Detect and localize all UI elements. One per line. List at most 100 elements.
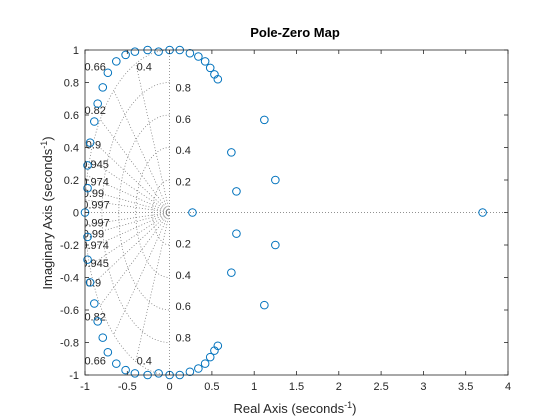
damping-frequency-grid: 0.660.660.40.40.820.820.90.90.9450.9450.… [81, 50, 508, 375]
damping-label: 0.82 [84, 105, 105, 117]
zero-marker [200, 359, 210, 368]
damping-ray [85, 189, 170, 213]
frequency-arc [152, 179, 170, 246]
zero-marker [98, 333, 108, 342]
y-tick-label: 0.6 [64, 110, 79, 122]
zero-marker [185, 367, 195, 377]
damping-label: 0.997 [82, 199, 110, 211]
zero-marker [227, 268, 236, 277]
zero-marker [271, 240, 280, 250]
y-tick-label: 0.4 [64, 143, 79, 155]
frequency-arc [101, 82, 170, 343]
zero-marker [260, 300, 269, 310]
zero-marker [90, 299, 99, 308]
y-axis-label: Imaginary Axis (seconds-1) [39, 136, 55, 289]
zero-marker [200, 57, 210, 66]
frequency-label: 0.6 [176, 114, 191, 126]
frequency-label: 0.6 [176, 301, 191, 313]
x-tick-label: -0.5 [118, 381, 137, 393]
chart-title: Pole-Zero Map [250, 25, 340, 40]
zero-marker [478, 208, 487, 217]
x-tick-label: -1 [80, 381, 90, 393]
frequency-label: 0.8 [176, 332, 191, 344]
damping-ray [93, 212, 170, 284]
y-tick-label: -0.6 [60, 305, 79, 317]
damping-ray [99, 119, 170, 213]
zero-marker [112, 57, 121, 66]
y-axis-label-close: ) [40, 136, 55, 140]
frequency-label: 0.2 [176, 176, 191, 188]
y-tick-label: -0.4 [60, 273, 79, 285]
x-tick-label: 1 [251, 381, 257, 393]
zero-marker [83, 255, 92, 264]
frequency-label: 0.4 [176, 270, 191, 282]
y-tick-label: 0.8 [64, 78, 79, 90]
zero-marker [194, 52, 203, 61]
damping-label: 0.99 [83, 188, 104, 200]
zero-marker [205, 352, 215, 362]
x-axis-label-exponent: -1 [344, 400, 352, 410]
zero-marker [121, 50, 130, 60]
zero-marker [93, 317, 102, 326]
y-tick-label: 0 [73, 208, 79, 220]
zero-marker [213, 341, 223, 351]
y-tick-label: -1 [69, 370, 79, 382]
zero-marker [130, 369, 140, 378]
damping-ray [85, 212, 170, 226]
damping-ray [99, 212, 170, 306]
y-tick-label: -0.2 [60, 240, 79, 252]
zero-marker [93, 99, 102, 108]
y-axis-label-exponent: -1 [39, 141, 49, 149]
zero-marker [112, 359, 121, 368]
zero-marker [154, 369, 163, 378]
axis-ticks: -1 -0.5 0 0.5 1 1.5 2 2.5 3 3.5 4 -1 -0.8 -0.6 -0.4 -0.… [60, 45, 511, 393]
zero-marker [227, 148, 236, 157]
frequency-label: 0.2 [176, 239, 191, 251]
damping-ray [89, 212, 170, 266]
damping-ray [93, 141, 170, 213]
damping-label: 0.99 [83, 229, 104, 241]
damping-ray [89, 159, 170, 213]
zero-marker [130, 47, 140, 56]
zero-marker [232, 187, 241, 196]
frequency-arc [85, 50, 170, 375]
zero-marker [85, 138, 95, 147]
damping-ray [113, 212, 170, 335]
zero-marker [213, 74, 223, 84]
zero-marker [85, 278, 95, 287]
x-tick-label: 1.5 [289, 381, 304, 393]
y-tick-label: -0.8 [60, 338, 79, 350]
x-axis-label-text: Real Axis (seconds [234, 401, 345, 416]
zero-marker [271, 175, 280, 185]
zero-marker [188, 208, 197, 217]
zero-marker [232, 229, 241, 238]
zero-marker [103, 347, 113, 357]
damping-label: 0.974 [81, 240, 109, 252]
x-tick-label: 2 [336, 381, 342, 393]
frequency-label: 0.4 [176, 145, 191, 157]
damping-ray [85, 199, 170, 213]
x-axis-label: Real Axis (seconds-1) [234, 400, 357, 416]
x-tick-label: 2.5 [373, 381, 388, 393]
damping-ray [113, 90, 170, 213]
frequency-label: 0.8 [176, 83, 191, 95]
zero-marker [194, 364, 203, 373]
zero-marker [83, 232, 92, 242]
damping-label: 0.4 [137, 61, 152, 73]
x-tick-label: 4 [505, 381, 511, 393]
damping-ray [87, 175, 170, 213]
y-tick-label: 1 [73, 45, 79, 57]
zero-marker [260, 115, 269, 125]
damping-label: 0.82 [84, 312, 105, 324]
x-tick-label: 3 [420, 381, 426, 393]
zero-marker [154, 47, 163, 56]
zero-marker [98, 83, 108, 92]
x-tick-label: 3.5 [458, 381, 473, 393]
zero-marker [185, 48, 195, 58]
damping-label: 0.974 [81, 177, 109, 189]
damping-ray [87, 212, 170, 250]
x-tick-label: 0.5 [204, 381, 219, 393]
zero-marker [83, 183, 92, 193]
